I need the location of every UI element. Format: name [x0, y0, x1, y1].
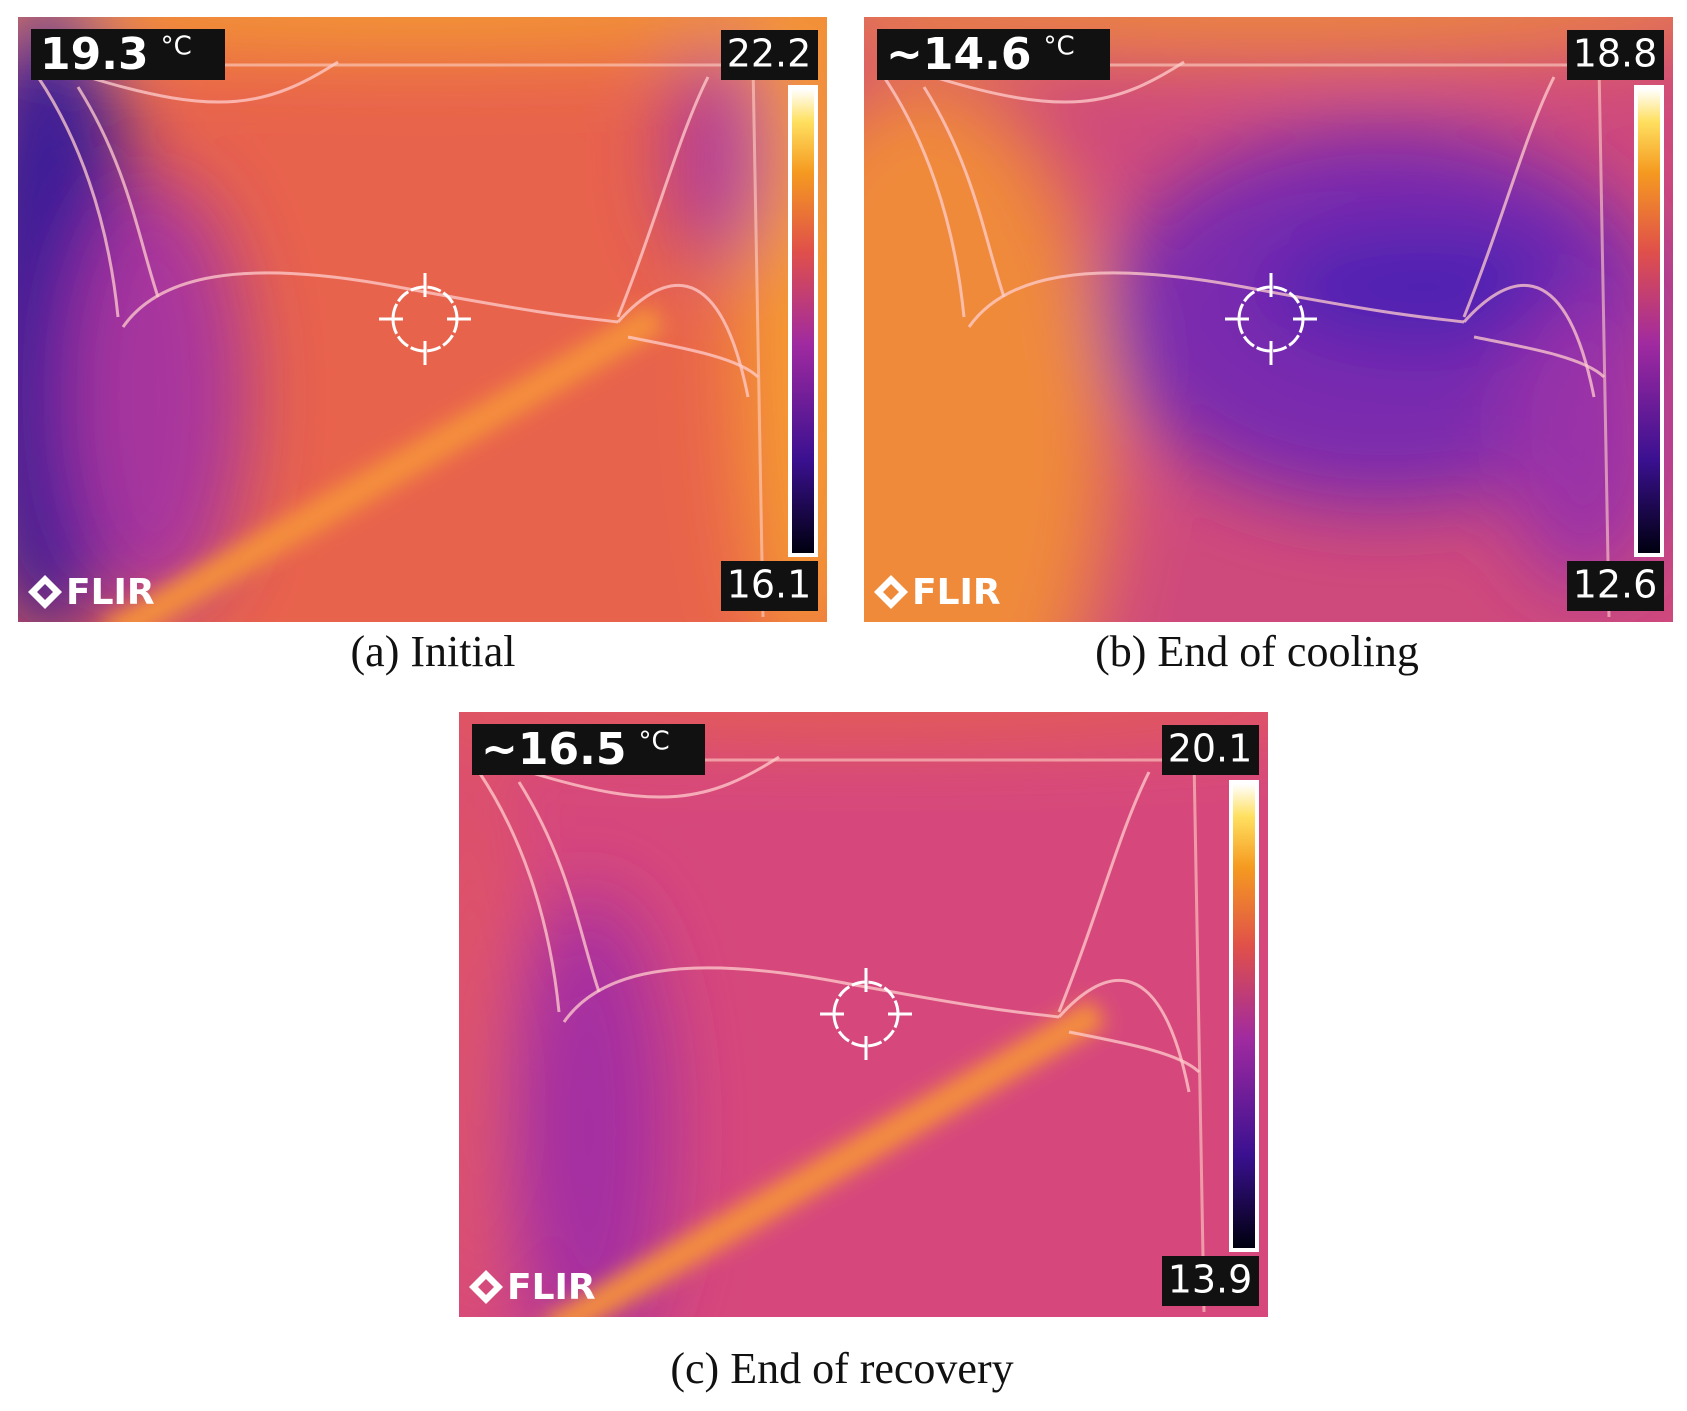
heat-region [668, 47, 768, 267]
logo-text: FLIR [66, 572, 155, 613]
wire [517, 781, 601, 993]
wire [627, 335, 760, 379]
wire [36, 76, 120, 318]
wire [1462, 284, 1596, 398]
spot-unit: °C [638, 727, 669, 757]
wire [616, 76, 710, 318]
spot-reading: ~14.6 [886, 29, 1031, 80]
wire [87, 60, 339, 104]
logo-text: FLIR [507, 1267, 596, 1308]
heat-region [459, 712, 489, 1317]
spot-unit: °C [161, 32, 192, 62]
scale-min-box [1567, 561, 1664, 611]
color-bar [1233, 784, 1255, 1248]
logo-icon [469, 1270, 503, 1304]
logo-icon [28, 575, 62, 609]
logo-icon [874, 575, 908, 609]
scale-max: 20.1 [1168, 727, 1253, 771]
spot-reading: 19.3 [40, 29, 149, 80]
wire [1473, 335, 1606, 379]
spot-box [877, 29, 1110, 80]
spot-unit: °C [1043, 32, 1074, 62]
caption: (b) End of cooling [1095, 627, 1419, 676]
scale-min-box [721, 561, 818, 611]
heat-region [1264, 227, 1584, 347]
thermal-panel: ~14.6 °C 18.8 12.6 FLIR [864, 17, 1673, 622]
scale-min: 16.1 [727, 563, 812, 607]
wire [1462, 76, 1556, 318]
wire [562, 966, 1060, 1023]
scale-max-box [721, 30, 818, 80]
logo-text: FLIR [912, 572, 1001, 613]
wire [528, 755, 780, 799]
frame-edge [751, 64, 765, 618]
scale-max: 22.2 [727, 32, 812, 76]
caption: (c) End of recovery [670, 1344, 1013, 1393]
wire [76, 86, 160, 298]
thermal-panel: ~16.5 °C 20.1 13.9 FLIR [459, 712, 1268, 1317]
wire [1057, 771, 1151, 1013]
wire [882, 76, 966, 318]
scale-min-box [1162, 1256, 1259, 1306]
frame-edge [1192, 759, 1206, 1313]
thermal-panel: 19.3 °C 22.2 16.1 FLIR [18, 17, 827, 622]
wire [967, 271, 1465, 328]
scale-min: 13.9 [1168, 1258, 1253, 1302]
wire [477, 771, 561, 1013]
wire [922, 86, 1006, 298]
warm-strip [544, 999, 1107, 1317]
thermal-image [864, 17, 1673, 622]
scale-max-box [1162, 725, 1259, 775]
color-bar [792, 89, 814, 553]
heat-region [509, 892, 669, 1317]
wire [1068, 1030, 1201, 1074]
frame-edge [1597, 64, 1611, 618]
color-bar [1638, 89, 1660, 553]
caption: (a) Initial [351, 627, 516, 676]
scale-max: 18.8 [1573, 32, 1658, 76]
thermal-image [459, 712, 1268, 1317]
scale-min: 12.6 [1573, 563, 1658, 607]
wire [1057, 979, 1191, 1093]
heat-region [1504, 287, 1664, 587]
spot-reading: ~16.5 [481, 724, 626, 775]
warm-strip [103, 304, 666, 622]
heat-region [68, 177, 248, 617]
wire [121, 271, 619, 328]
spot-box [31, 29, 225, 80]
heat-region [864, 77, 1114, 622]
scale-max-box [1567, 30, 1664, 80]
wire [616, 284, 750, 398]
spot-box [472, 724, 705, 775]
wire [933, 60, 1185, 104]
